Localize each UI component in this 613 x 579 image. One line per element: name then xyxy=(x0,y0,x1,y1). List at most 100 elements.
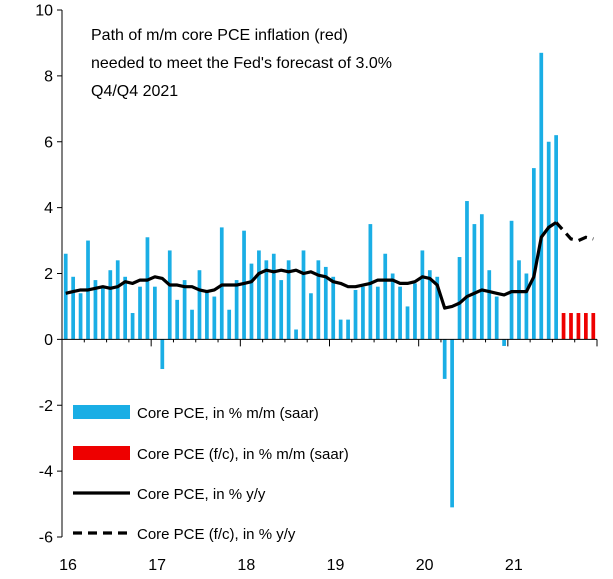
y-tick-label: 0 xyxy=(44,332,53,349)
bar-mm xyxy=(331,276,336,340)
y-tick-label: 8 xyxy=(44,68,53,85)
bar-mm xyxy=(517,260,521,340)
bar-mm xyxy=(435,276,440,340)
y-tick-label: 10 xyxy=(35,3,53,20)
bar-mm xyxy=(78,293,83,340)
legend-label-yy-forecast: Core PCE (f/c), in % y/y xyxy=(137,526,296,543)
bar-mm xyxy=(316,260,321,340)
bar-mm xyxy=(130,313,135,340)
bar-mm-forecast xyxy=(584,313,588,340)
bar-mm xyxy=(294,329,298,340)
bar-mm xyxy=(182,280,187,340)
bar-mm xyxy=(487,270,492,340)
bar-mm xyxy=(457,257,462,340)
bar-mm xyxy=(427,270,432,340)
legend: Core PCE, in % m/m (saar) Core PCE (f/c)… xyxy=(73,405,349,543)
bar-mm xyxy=(301,250,306,340)
bars-mm-saar-forecast xyxy=(561,313,596,340)
bar-mm xyxy=(101,286,105,340)
x-ticks: 16 17 18 19 20 21 xyxy=(59,339,598,574)
bar-mm xyxy=(175,299,180,340)
bar-mm xyxy=(115,260,120,340)
annotation-line-3: Q4/Q4 2021 xyxy=(91,83,178,100)
bar-mm xyxy=(450,339,454,508)
bar-mm xyxy=(138,286,142,340)
bar-mm xyxy=(167,250,172,340)
x-tick-label: 18 xyxy=(237,557,255,574)
bar-mm xyxy=(153,286,157,340)
bar-mm xyxy=(405,306,410,340)
y-tick-label: 6 xyxy=(44,134,53,151)
bar-mm xyxy=(494,296,499,340)
bar-mm xyxy=(346,319,350,340)
x-tick-label: 20 xyxy=(416,557,434,574)
bar-mm xyxy=(227,309,232,340)
bar-mm xyxy=(271,253,276,340)
bar-mm xyxy=(383,253,388,340)
x-tick-label: 16 xyxy=(59,557,77,574)
bar-mm xyxy=(286,260,291,340)
bar-mm xyxy=(465,201,469,340)
bar-mm xyxy=(539,52,544,340)
bar-mm-forecast xyxy=(591,313,596,340)
bar-mm xyxy=(323,266,328,340)
line-yy xyxy=(65,221,558,310)
bar-mm xyxy=(375,286,380,340)
bar-mm xyxy=(554,135,558,340)
bar-mm xyxy=(108,270,113,340)
bar-mm xyxy=(219,227,224,340)
legend-swatch-bar xyxy=(73,405,130,419)
bar-mm xyxy=(309,293,313,340)
bar-mm xyxy=(145,237,150,340)
bar-mm xyxy=(242,230,246,340)
bar-mm xyxy=(249,263,254,340)
line-yy-forecast xyxy=(554,221,594,243)
bar-mm xyxy=(197,270,202,340)
annotation-line-1: Path of m/m core PCE inflation (red) xyxy=(91,27,348,44)
bar-mm-forecast xyxy=(561,313,566,340)
bar-mm xyxy=(338,319,343,340)
bar-mm xyxy=(279,280,284,340)
bar-mm xyxy=(123,276,128,340)
bar-mm xyxy=(190,309,194,340)
bar-mm xyxy=(479,214,484,340)
x-tick-label: 17 xyxy=(148,557,166,574)
bar-mm xyxy=(234,280,239,340)
bar-mm xyxy=(71,276,76,340)
bar-mm xyxy=(63,253,68,340)
x-tick-label: 19 xyxy=(327,557,345,574)
bar-mm xyxy=(398,286,402,340)
bar-mm xyxy=(93,280,98,340)
bar-mm xyxy=(524,273,529,340)
y-tick-label: -4 xyxy=(39,464,53,481)
bar-mm xyxy=(212,296,217,340)
y-tick-label: -6 xyxy=(39,530,53,547)
x-tick-label: 21 xyxy=(505,557,523,574)
legend-label-mm-forecast: Core PCE (f/c), in % m/m (saar) xyxy=(137,446,349,463)
bar-mm xyxy=(264,260,269,340)
annotation-line-2: needed to meet the Fed's forecast of 3.0… xyxy=(91,55,392,72)
bar-mm-forecast xyxy=(576,313,581,340)
y-ticks: -6 -4 -2 0 2 4 6 8 10 xyxy=(35,3,62,547)
bar-mm xyxy=(546,141,551,340)
bar-mm xyxy=(502,339,506,346)
y-tick-label: -2 xyxy=(39,398,53,415)
y-tick-label: 2 xyxy=(44,266,53,283)
annotation: Path of m/m core PCE inflation (red) nee… xyxy=(91,27,392,100)
bar-mm xyxy=(509,220,514,340)
bar-mm xyxy=(361,286,365,340)
bar-mm xyxy=(420,250,425,340)
bar-mm xyxy=(257,250,261,340)
bar-mm xyxy=(531,168,536,340)
bar-mm-forecast xyxy=(569,313,573,340)
y-tick-label: 4 xyxy=(44,200,53,217)
legend-label-mm: Core PCE, in % m/m (saar) xyxy=(137,405,319,422)
legend-label-yy: Core PCE, in % y/y xyxy=(137,486,266,503)
bar-mm xyxy=(442,339,447,379)
bar-mm xyxy=(413,283,417,340)
bar-mm xyxy=(160,339,165,370)
bar-mm xyxy=(353,289,358,340)
bar-mm xyxy=(205,289,209,340)
bar-mm xyxy=(472,224,477,340)
